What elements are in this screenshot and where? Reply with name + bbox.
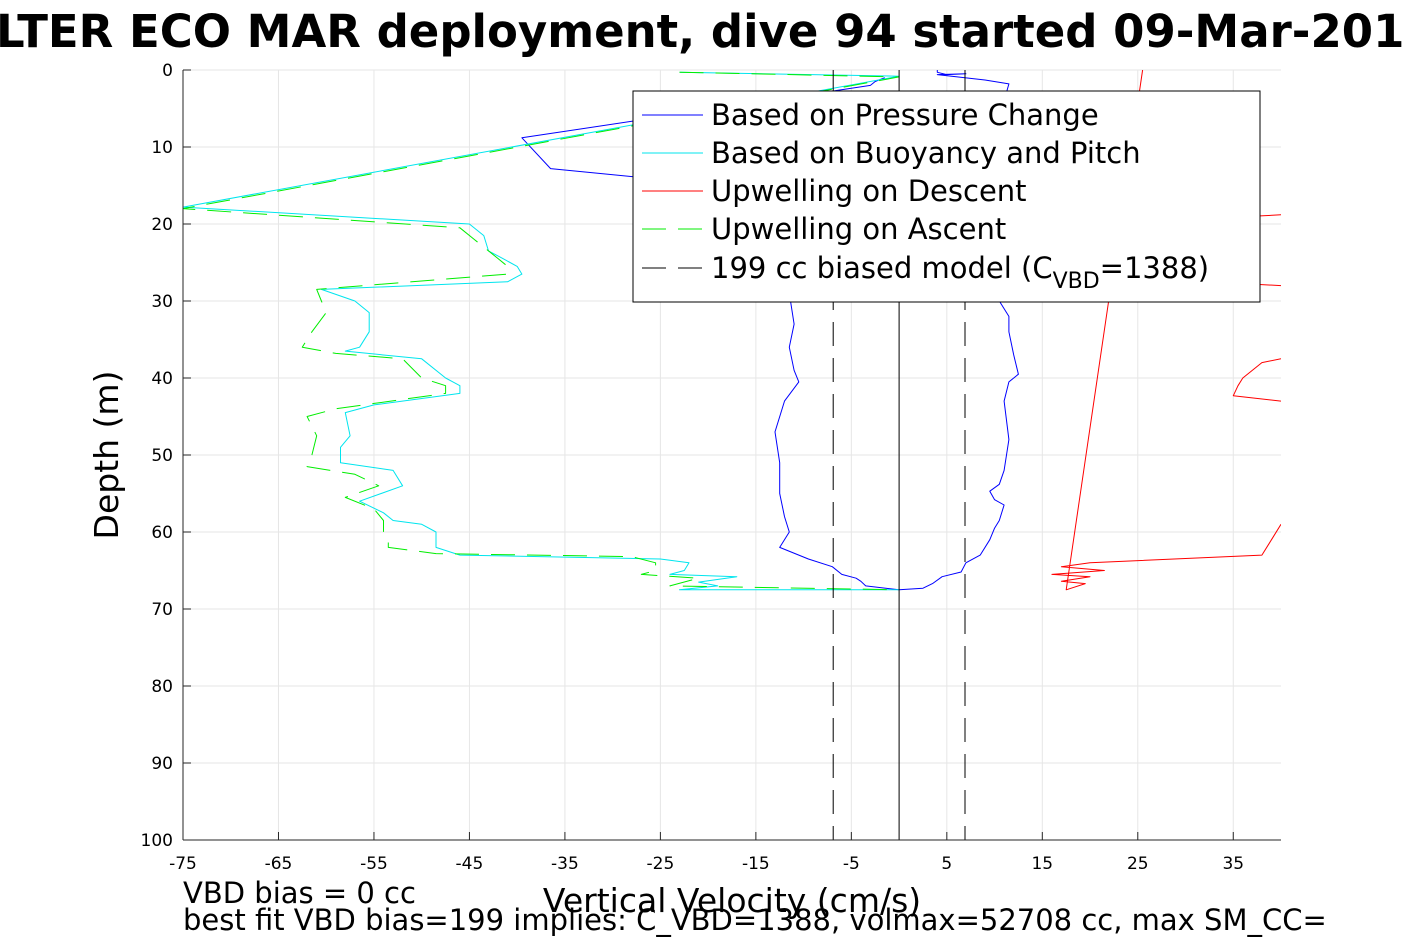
legend-model-subscript: VBD <box>1053 269 1100 294</box>
y-tick-label: 100 <box>141 831 173 851</box>
y-tick-label: 90 <box>151 754 173 774</box>
x-tick-label: 15 <box>1031 854 1053 874</box>
y-tick-label: 60 <box>151 523 173 543</box>
legend-label-up-ascent: Upwelling on Ascent <box>711 212 1006 246</box>
x-tick-label: -15 <box>742 854 770 874</box>
x-tick-label: -5 <box>843 854 860 874</box>
y-tick-label: 70 <box>151 600 173 620</box>
x-axis-label: Vertical Velocity (cm/s) <box>543 881 921 920</box>
y-tick-label: 50 <box>151 446 173 466</box>
y-tick-label: 80 <box>151 677 173 697</box>
y-tick-label: 0 <box>162 61 173 81</box>
chart-title: LTER ECO MAR deployment, dive 94 started… <box>0 5 1404 58</box>
legend-model-prefix: 199 cc biased model (C <box>711 251 1053 285</box>
axes <box>182 70 1281 841</box>
legend: Based on Pressure Change Based on Buoyan… <box>632 90 1261 303</box>
x-tick-label: -45 <box>456 854 484 874</box>
series-line <box>183 71 900 591</box>
x-tick-label: -75 <box>169 854 197 874</box>
series-line <box>1232 358 1281 402</box>
x-tick-label: -65 <box>265 854 293 874</box>
legend-label-model: 199 cc biased model (CVBD=1388) <box>711 251 1209 294</box>
footer-line-2: best fit VBD bias=199 implies: C_VBD=138… <box>183 903 1327 937</box>
legend-model-suffix: =1388) <box>1100 251 1209 285</box>
y-axis-label: Depth (m) <box>87 371 126 540</box>
y-tick-label: 10 <box>151 138 173 158</box>
y-tick-label: 30 <box>151 292 173 312</box>
x-tick-label: -25 <box>647 854 675 874</box>
legend-label-buoyancy: Based on Buoyancy and Pitch <box>711 136 1141 170</box>
x-tick-label: -35 <box>551 854 579 874</box>
x-tick-label: 25 <box>1127 854 1149 874</box>
axis-ticks: -75 -65 -55 -45 -35 -25 -15 -5 5 15 25 350102030405… <box>141 61 1245 874</box>
series-line <box>183 71 900 591</box>
footer-line-1: VBD bias = 0 cc <box>183 876 416 910</box>
y-tick-label: 40 <box>151 369 173 389</box>
legend-label-up-descent: Upwelling on Descent <box>711 174 1027 208</box>
legend-label-pressure: Based on Pressure Change <box>711 98 1099 132</box>
x-tick-label: 35 <box>1222 854 1244 874</box>
x-tick-label: -55 <box>360 854 388 874</box>
legend-box <box>632 90 1261 303</box>
y-tick-label: 20 <box>151 215 173 235</box>
x-tick-label: 5 <box>941 854 952 874</box>
series-line <box>1051 70 1281 591</box>
